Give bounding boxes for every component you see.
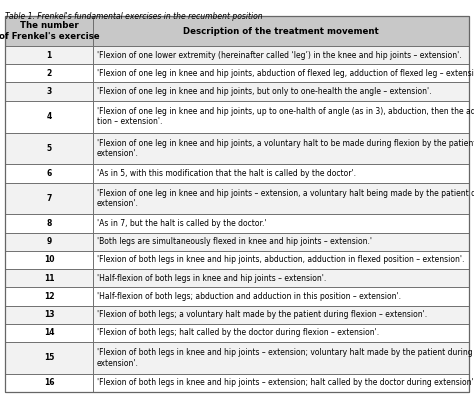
Text: 14: 14 <box>44 328 54 337</box>
Bar <box>93 164 469 182</box>
Text: 'Flexion of one leg in knee and hip joints, abduction of flexed leg, adduction o: 'Flexion of one leg in knee and hip join… <box>97 69 474 78</box>
Text: Table 1. Frenkel's fundamental exercises in the recumbent position: Table 1. Frenkel's fundamental exercises… <box>5 12 263 21</box>
Text: Description of the treatment movement: Description of the treatment movement <box>183 26 379 36</box>
Bar <box>93 374 469 392</box>
Text: 'Flexion of both legs; halt called by the doctor during flexion – extension'.: 'Flexion of both legs; halt called by th… <box>97 328 379 337</box>
Text: 'Flexion of both legs in knee and hip joints – extension; voluntary halt made by: 'Flexion of both legs in knee and hip jo… <box>97 348 473 368</box>
Text: 'As in 7, but the halt is called by the doctor.': 'As in 7, but the halt is called by the … <box>97 219 266 228</box>
Text: 10: 10 <box>44 256 54 265</box>
Text: 5: 5 <box>46 144 52 153</box>
Text: 13: 13 <box>44 310 54 319</box>
Bar <box>93 287 469 305</box>
Bar <box>5 305 93 324</box>
Bar <box>5 83 93 101</box>
Bar <box>93 101 469 132</box>
Text: 3: 3 <box>46 87 52 96</box>
Bar <box>93 342 469 374</box>
Bar <box>5 251 93 269</box>
Bar <box>5 182 93 214</box>
Bar <box>93 324 469 342</box>
Bar <box>93 46 469 64</box>
Text: 'Half-flexion of both legs; abduction and adduction in this position – extension: 'Half-flexion of both legs; abduction an… <box>97 292 401 301</box>
Text: 'Flexion of one leg in knee and hip joints, but only to one-health the angle – e: 'Flexion of one leg in knee and hip join… <box>97 87 431 96</box>
Text: 4: 4 <box>46 112 52 121</box>
Text: 7: 7 <box>46 194 52 203</box>
Bar <box>5 324 93 342</box>
Bar <box>5 64 93 83</box>
Text: 'Half-flexion of both legs in knee and hip joints – extension'.: 'Half-flexion of both legs in knee and h… <box>97 274 326 283</box>
Text: The number
of Frenkel's exercise: The number of Frenkel's exercise <box>0 21 100 41</box>
Text: 16: 16 <box>44 378 54 387</box>
Text: 'Flexion of both legs in knee and hip joints, abduction, adduction in flexed pos: 'Flexion of both legs in knee and hip jo… <box>97 256 465 265</box>
Text: 'Flexion of one lower extremity (hereinafter called ‘leg’) in the knee and hip j: 'Flexion of one lower extremity (hereina… <box>97 51 462 60</box>
Bar <box>5 164 93 182</box>
Text: 'Flexion of one leg in knee and hip joints – extension, a voluntary halt being m: 'Flexion of one leg in knee and hip join… <box>97 189 474 209</box>
Bar <box>93 64 469 83</box>
Bar <box>5 214 93 233</box>
Bar <box>5 374 93 392</box>
Text: 'Flexion of both legs; a voluntary halt made by the patient during flexion – ext: 'Flexion of both legs; a voluntary halt … <box>97 310 427 319</box>
Bar <box>93 182 469 214</box>
Bar <box>5 16 93 46</box>
Text: 1: 1 <box>46 51 52 60</box>
Text: 'Both legs are simultaneously flexed in knee and hip joints – extension.': 'Both legs are simultaneously flexed in … <box>97 237 372 246</box>
Text: 'Flexion of both legs in knee and hip joints – extension; halt called by the doc: 'Flexion of both legs in knee and hip jo… <box>97 378 474 387</box>
Text: 15: 15 <box>44 354 54 362</box>
Text: 6: 6 <box>46 169 52 178</box>
Bar <box>93 132 469 164</box>
Text: 11: 11 <box>44 274 54 283</box>
Bar <box>93 214 469 233</box>
Text: 2: 2 <box>46 69 52 78</box>
Bar <box>93 83 469 101</box>
Text: 9: 9 <box>46 237 52 246</box>
Bar <box>5 46 93 64</box>
Bar <box>93 305 469 324</box>
Text: 'As in 5, with this modification that the halt is called by the doctor'.: 'As in 5, with this modification that th… <box>97 169 356 178</box>
Bar <box>5 269 93 287</box>
Bar <box>93 233 469 251</box>
Text: 8: 8 <box>46 219 52 228</box>
Text: 'Flexion of one leg in knee and hip joints, a voluntary halt to be made during f: 'Flexion of one leg in knee and hip join… <box>97 139 474 158</box>
Text: 'Flexion of one leg in knee and hip joints, up to one-halth of angle (as in 3), : 'Flexion of one leg in knee and hip join… <box>97 107 474 126</box>
Text: 12: 12 <box>44 292 54 301</box>
Bar <box>5 101 93 132</box>
Bar <box>93 251 469 269</box>
Bar <box>5 342 93 374</box>
Bar <box>5 132 93 164</box>
Bar <box>93 269 469 287</box>
Bar <box>5 287 93 305</box>
Bar <box>5 233 93 251</box>
Bar <box>93 16 469 46</box>
